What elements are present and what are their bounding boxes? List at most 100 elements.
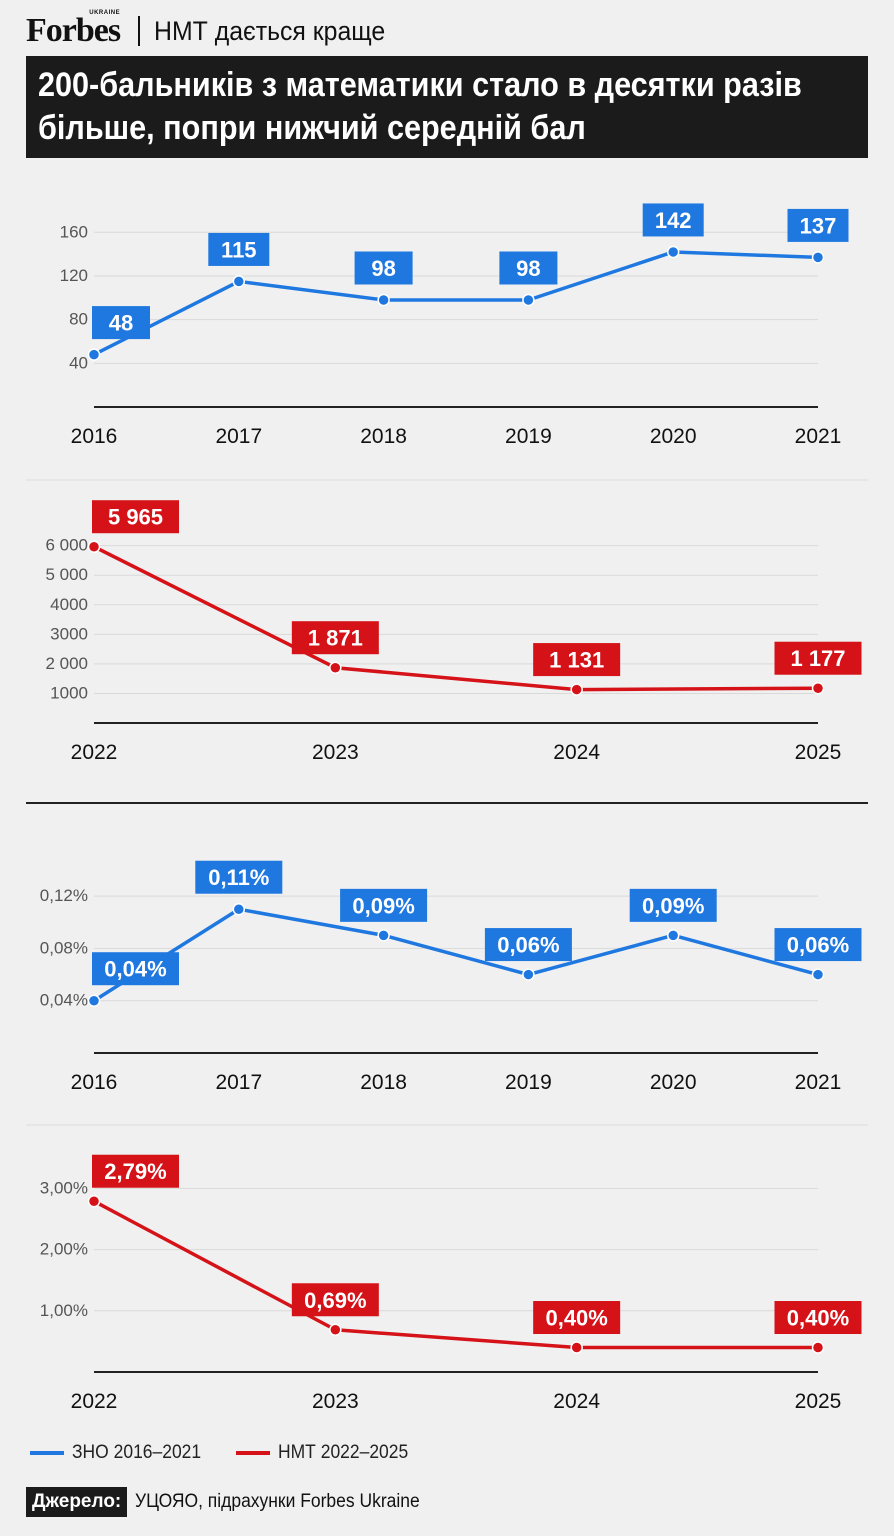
logo-wordmark: Forbes bbox=[26, 12, 121, 49]
data-point bbox=[666, 245, 680, 259]
data-label: 0,06% bbox=[497, 933, 559, 958]
data-label-box bbox=[291, 621, 379, 655]
data-label-box bbox=[354, 251, 413, 285]
data-label: 2,79% bbox=[104, 1159, 166, 1184]
data-point bbox=[87, 994, 101, 1007]
x-tick-label: 2024 bbox=[553, 741, 600, 764]
data-point bbox=[811, 1341, 825, 1354]
legend-swatch-nmt bbox=[236, 1451, 271, 1455]
x-tick-label: 2020 bbox=[650, 425, 697, 448]
x-tick-label: 2018 bbox=[360, 425, 407, 448]
data-label: 5 965 bbox=[108, 505, 163, 530]
data-label-box bbox=[484, 928, 572, 962]
y-tick-label: 0,12% bbox=[40, 886, 88, 905]
x-tick-label: 2017 bbox=[215, 425, 262, 448]
data-label-box bbox=[92, 1154, 179, 1188]
data-label-box bbox=[499, 251, 558, 285]
data-label: 0,69% bbox=[304, 1288, 366, 1313]
data-point bbox=[570, 1341, 583, 1354]
y-tick-label: 80 bbox=[69, 310, 88, 329]
data-label: 0,09% bbox=[352, 893, 414, 918]
x-tick-label: 2020 bbox=[650, 1071, 697, 1094]
y-tick-label: 2 000 bbox=[45, 654, 88, 673]
data-label: 0,40% bbox=[787, 1306, 849, 1331]
chart-2: 1000 2 000 3000 4000 5 000 6 000 2022 2023 2024 2… bbox=[45, 500, 862, 764]
data-point bbox=[570, 683, 583, 696]
data-label: 0,09% bbox=[642, 893, 704, 918]
y-tick-label: 40 bbox=[69, 353, 88, 372]
x-tick-label: 2022 bbox=[71, 1390, 118, 1413]
x-tick-label: 2023 bbox=[312, 741, 359, 764]
y-tick-label: 160 bbox=[60, 222, 88, 241]
data-label: 0,11% bbox=[208, 865, 269, 890]
data-point bbox=[522, 968, 535, 981]
y-tick-label: 3,00% bbox=[40, 1178, 88, 1197]
series-line bbox=[93, 1199, 818, 1350]
y-tick-label: 1,00% bbox=[40, 1301, 88, 1320]
legend-item-nmt: НМТ 2022–2025 bbox=[236, 1442, 420, 1464]
data-label-box bbox=[195, 860, 283, 894]
data-point bbox=[87, 1194, 101, 1208]
source-text: УЦОЯО, підрахунки Forbes Ukraine bbox=[135, 1491, 420, 1512]
series-line bbox=[93, 907, 819, 1003]
x-tick-label: 2024 bbox=[553, 1390, 600, 1413]
data-label-box bbox=[92, 306, 150, 340]
data-label: 1 177 bbox=[790, 646, 845, 671]
y-tick-label: 0,08% bbox=[40, 938, 88, 957]
x-tick-label: 2025 bbox=[795, 1390, 842, 1413]
data-label-box bbox=[629, 888, 717, 922]
x-tick-label: 2021 bbox=[795, 1071, 842, 1094]
data-label: 0,40% bbox=[545, 1306, 607, 1331]
x-tick-label: 2017 bbox=[215, 1071, 262, 1094]
data-label-box bbox=[642, 203, 704, 237]
y-tick-label: 6 000 bbox=[45, 536, 88, 555]
chart-4: 1,00% 2,00% 3,00% 2022 2023 2024 2025 2,79% 0,69… bbox=[40, 1154, 862, 1413]
data-label-box bbox=[533, 643, 621, 677]
legend-label-nmt: НМТ 2022–2025 bbox=[278, 1442, 409, 1463]
x-tick-label: 2022 bbox=[71, 741, 118, 764]
data-label: 1 871 bbox=[308, 626, 363, 651]
chart-3: 0,04% 0,08% 0,12% 2016 2017 2018 2019 2020 2021 0… bbox=[40, 860, 862, 1094]
y-tick-label: 3000 bbox=[50, 624, 88, 643]
data-label: 115 bbox=[221, 237, 257, 262]
data-point bbox=[811, 681, 825, 695]
data-label-box bbox=[291, 1283, 379, 1317]
data-point bbox=[329, 661, 342, 674]
data-label: 98 bbox=[516, 256, 540, 281]
data-label: 0,04% bbox=[104, 957, 166, 982]
data-point bbox=[232, 275, 246, 288]
y-tick-label: 2,00% bbox=[40, 1240, 88, 1259]
data-point bbox=[522, 293, 535, 307]
data-point bbox=[666, 929, 680, 942]
legend-swatch-zno bbox=[30, 1451, 64, 1455]
forbes-logo[interactable]: Forbes UKRAINE bbox=[26, 10, 121, 50]
data-label-box bbox=[774, 641, 862, 675]
x-tick-label: 2016 bbox=[71, 1071, 118, 1094]
data-label-box bbox=[340, 888, 428, 922]
y-tick-label: 4000 bbox=[50, 595, 88, 614]
x-tick-label: 2019 bbox=[505, 425, 552, 448]
x-tick-label: 2016 bbox=[71, 425, 118, 448]
series-line bbox=[93, 250, 819, 357]
data-label: 142 bbox=[655, 208, 692, 233]
data-label-box bbox=[92, 952, 179, 986]
y-tick-label: 0,04% bbox=[40, 991, 88, 1010]
data-label-box bbox=[774, 928, 862, 962]
data-point bbox=[87, 540, 101, 553]
x-tick-label: 2019 bbox=[505, 1071, 552, 1094]
y-tick-label: 1000 bbox=[50, 683, 88, 702]
data-label: 1 131 bbox=[549, 648, 604, 673]
data-point bbox=[232, 902, 246, 916]
data-label: 0,06% bbox=[787, 933, 849, 958]
data-label-box bbox=[92, 500, 179, 534]
data-label: 48 bbox=[109, 311, 133, 336]
y-tick-label: 120 bbox=[60, 266, 88, 285]
data-label-box bbox=[208, 232, 270, 266]
data-point bbox=[377, 293, 390, 307]
chart-1: 40 80 120 160 2016 2017 2018 2019 2020 2021 48 115 9… bbox=[60, 203, 849, 448]
data-point bbox=[377, 929, 390, 942]
data-point bbox=[329, 1323, 342, 1337]
header-subtitle: НМТ дається краще bbox=[154, 15, 386, 46]
x-tick-label: 2021 bbox=[795, 425, 842, 448]
